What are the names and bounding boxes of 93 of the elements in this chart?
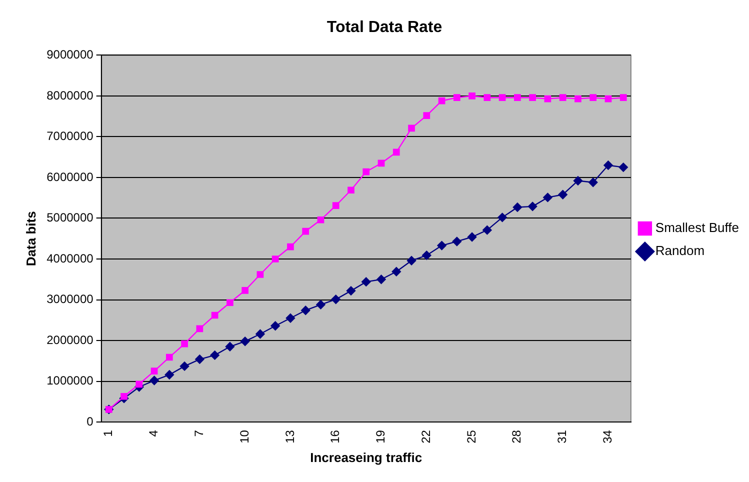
point <box>392 148 400 156</box>
point <box>468 92 476 100</box>
point <box>620 94 627 102</box>
point <box>408 124 415 132</box>
point <box>211 312 218 319</box>
x-tick-label: 22 <box>418 430 433 444</box>
point <box>574 95 582 102</box>
point <box>180 362 190 371</box>
x-tick-label: 1 <box>101 430 116 437</box>
point <box>225 342 235 352</box>
point <box>528 202 538 212</box>
y-tick-label: 8000000 <box>46 88 94 102</box>
y-tick-label: 7000000 <box>46 129 94 144</box>
point <box>604 160 613 170</box>
point <box>317 216 324 224</box>
point <box>438 97 446 104</box>
point <box>287 243 294 250</box>
x-axis-title: Increaseing traffic <box>310 450 422 465</box>
point <box>558 190 568 200</box>
point <box>423 112 430 119</box>
x-tick-label: 7 <box>192 430 206 437</box>
point <box>559 94 566 102</box>
x-tick-label: 31 <box>555 430 570 444</box>
y-tick-label: 9000000 <box>46 48 94 62</box>
point <box>467 232 477 242</box>
point <box>164 370 174 380</box>
point <box>331 294 340 304</box>
point <box>618 162 628 172</box>
point <box>378 160 385 167</box>
x-tick-label: 19 <box>374 430 388 444</box>
x-tick-label: 34 <box>600 430 615 444</box>
chart-title: Total Data Rate <box>326 19 442 36</box>
point <box>484 94 491 102</box>
point <box>453 94 460 102</box>
x-tick-label: 13 <box>282 430 297 444</box>
point <box>482 225 492 235</box>
y-tick-label: 3000000 <box>46 292 94 306</box>
y-tick-label: 1000000 <box>46 374 94 388</box>
legend-label: Random <box>655 243 705 258</box>
legend-label: Smallest Buffe <box>655 220 740 236</box>
point <box>256 271 264 278</box>
x-tick-label: 16 <box>328 430 342 444</box>
point <box>376 274 386 284</box>
point <box>120 392 128 400</box>
point <box>240 336 250 346</box>
y-tick-label: 5000000 <box>46 210 94 225</box>
point <box>286 314 296 323</box>
point <box>150 368 158 375</box>
point <box>529 94 536 102</box>
point <box>514 94 521 102</box>
point <box>316 300 326 310</box>
point <box>422 250 432 260</box>
x-tick-label: 28 <box>510 430 524 444</box>
point <box>346 286 356 296</box>
y-tick-label: 4000000 <box>46 251 94 266</box>
point <box>332 202 340 210</box>
point <box>272 256 279 262</box>
point <box>498 212 507 222</box>
point <box>302 228 310 235</box>
point <box>604 95 612 102</box>
point <box>256 329 265 339</box>
point <box>362 277 371 286</box>
point <box>270 321 280 330</box>
point <box>406 256 416 266</box>
point <box>590 94 597 102</box>
point <box>136 380 143 388</box>
point <box>196 325 204 332</box>
point <box>544 95 552 102</box>
point <box>210 350 220 360</box>
point <box>543 192 552 202</box>
point <box>242 286 248 294</box>
x-tick-label: 25 <box>464 430 478 444</box>
point <box>181 340 188 348</box>
y-axis-title: Data bits <box>23 211 38 266</box>
point <box>392 267 401 276</box>
y-tick-label: 0 <box>86 414 94 428</box>
point <box>150 376 159 386</box>
point <box>166 354 173 361</box>
point <box>512 202 522 212</box>
point <box>498 94 506 102</box>
y-tick-label: 6000000 <box>46 170 94 184</box>
point <box>437 240 446 250</box>
x-tick-label: 10 <box>237 430 252 444</box>
point <box>348 186 354 194</box>
point <box>195 354 204 364</box>
x-tick-label: 4 <box>146 430 161 437</box>
point <box>226 299 234 306</box>
y-tick-label: 2000000 <box>46 332 94 347</box>
point <box>362 168 370 176</box>
point <box>588 178 598 187</box>
point <box>300 306 310 315</box>
point <box>452 236 462 246</box>
point <box>573 176 583 186</box>
